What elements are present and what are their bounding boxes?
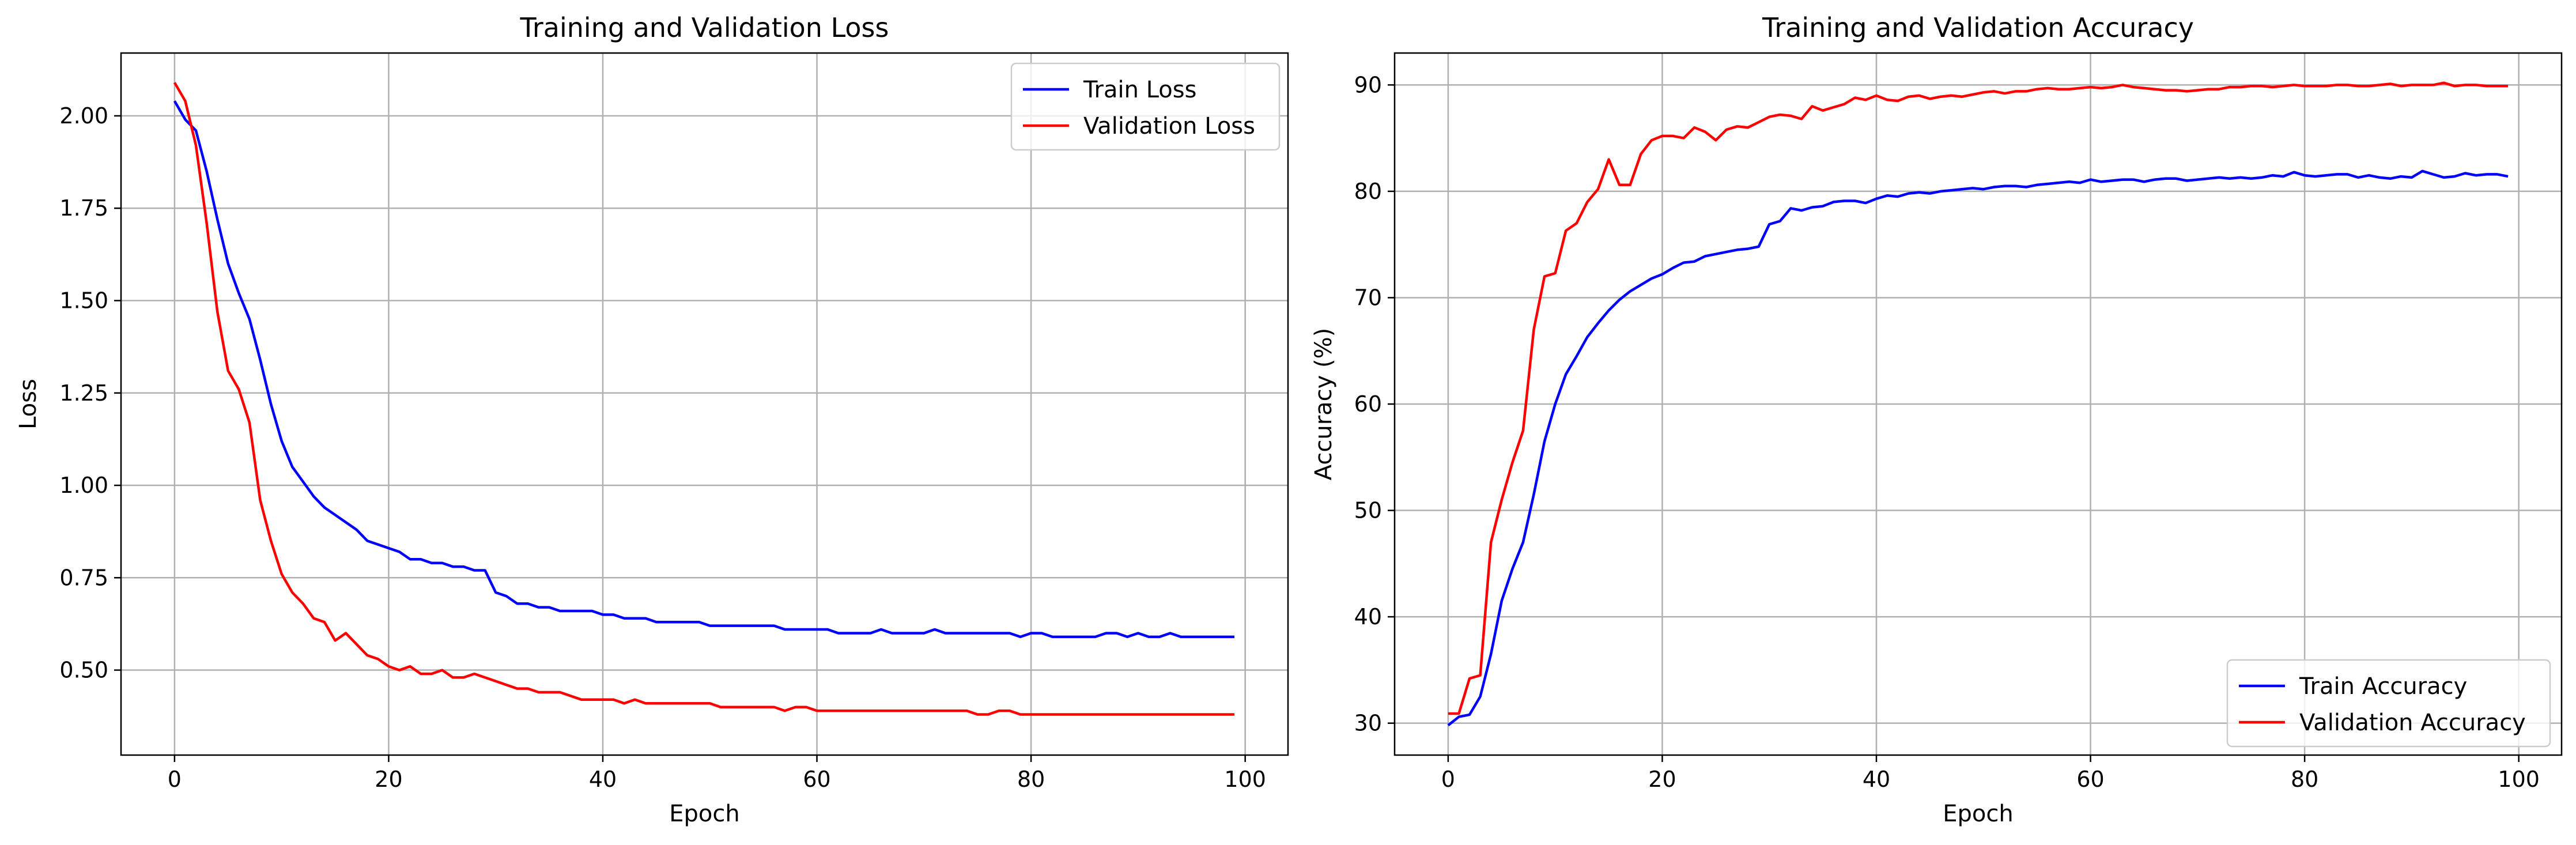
x-tick-label: 100 bbox=[1224, 767, 1266, 792]
x-tick-label: 20 bbox=[375, 767, 402, 792]
chart-title: Training and Validation Loss bbox=[520, 12, 889, 43]
y-tick-label: 50 bbox=[1354, 498, 1382, 523]
y-axis-label: Accuracy (%) bbox=[1310, 328, 1337, 481]
y-tick-label: 90 bbox=[1354, 72, 1382, 97]
series-line-train-loss bbox=[173, 100, 1235, 639]
x-tick-label: 100 bbox=[2498, 767, 2540, 792]
y-tick-label: 2.00 bbox=[59, 103, 108, 129]
chart-title: Training and Validation Accuracy bbox=[1762, 12, 2194, 43]
y-axis-label: Loss bbox=[15, 379, 41, 429]
y-tick-label: 60 bbox=[1354, 391, 1382, 417]
x-tick-label: 60 bbox=[803, 767, 830, 792]
y-tick-label: 0.50 bbox=[59, 658, 108, 683]
x-tick-label: 40 bbox=[589, 767, 617, 792]
legend: Train Accuracy Validation Accuracy bbox=[2226, 659, 2551, 748]
x-tick-label: 20 bbox=[1648, 767, 1676, 792]
legend-frame bbox=[1010, 62, 1281, 151]
x-tick-label: 80 bbox=[1017, 767, 1045, 792]
chart-2: 0 20 40 60 80 100 30 40 50 60 70 80 90 Training and V… bbox=[1310, 12, 2563, 827]
y-tick-label: 30 bbox=[1354, 711, 1382, 736]
x-axis-label: Epoch bbox=[669, 801, 739, 827]
axes-frame bbox=[120, 52, 1289, 756]
chart-1: 0 20 40 60 80 100 0.50 0.75 1.00 1.25 1.50 1.75 2.00… bbox=[15, 12, 1289, 827]
y-tick-label: 70 bbox=[1354, 285, 1382, 310]
series-line-validation-accuracy bbox=[1448, 81, 2509, 715]
legend-label: Train Accuracy bbox=[2299, 673, 2467, 700]
legend-label: Validation Accuracy bbox=[2299, 710, 2526, 736]
y-tick-label: 1.25 bbox=[59, 380, 108, 406]
y-tick-label: 1.50 bbox=[59, 288, 108, 314]
series-line-validation-loss bbox=[173, 82, 1235, 716]
y-tick-label: 0.75 bbox=[59, 565, 108, 590]
y-tick-label: 1.00 bbox=[59, 473, 108, 498]
series-line-train-accuracy bbox=[1447, 169, 2509, 727]
x-tick-label: 80 bbox=[2291, 767, 2318, 792]
y-tick-label: 40 bbox=[1354, 604, 1382, 629]
x-tick-label: 60 bbox=[2076, 767, 2104, 792]
x-tick-label: 0 bbox=[1441, 767, 1455, 792]
x-axis-label: Epoch bbox=[1943, 801, 2013, 827]
legend-label: Train Loss bbox=[1083, 77, 1196, 103]
legend-label: Validation Loss bbox=[1083, 113, 1255, 139]
x-tick-label: 0 bbox=[168, 767, 182, 792]
x-tick-label: 40 bbox=[1863, 767, 1890, 792]
y-tick-label: 80 bbox=[1354, 179, 1382, 204]
legend: Train Loss Validation Loss bbox=[1010, 62, 1281, 151]
legend-frame bbox=[2226, 659, 2551, 748]
y-tick-label: 1.75 bbox=[59, 195, 108, 221]
